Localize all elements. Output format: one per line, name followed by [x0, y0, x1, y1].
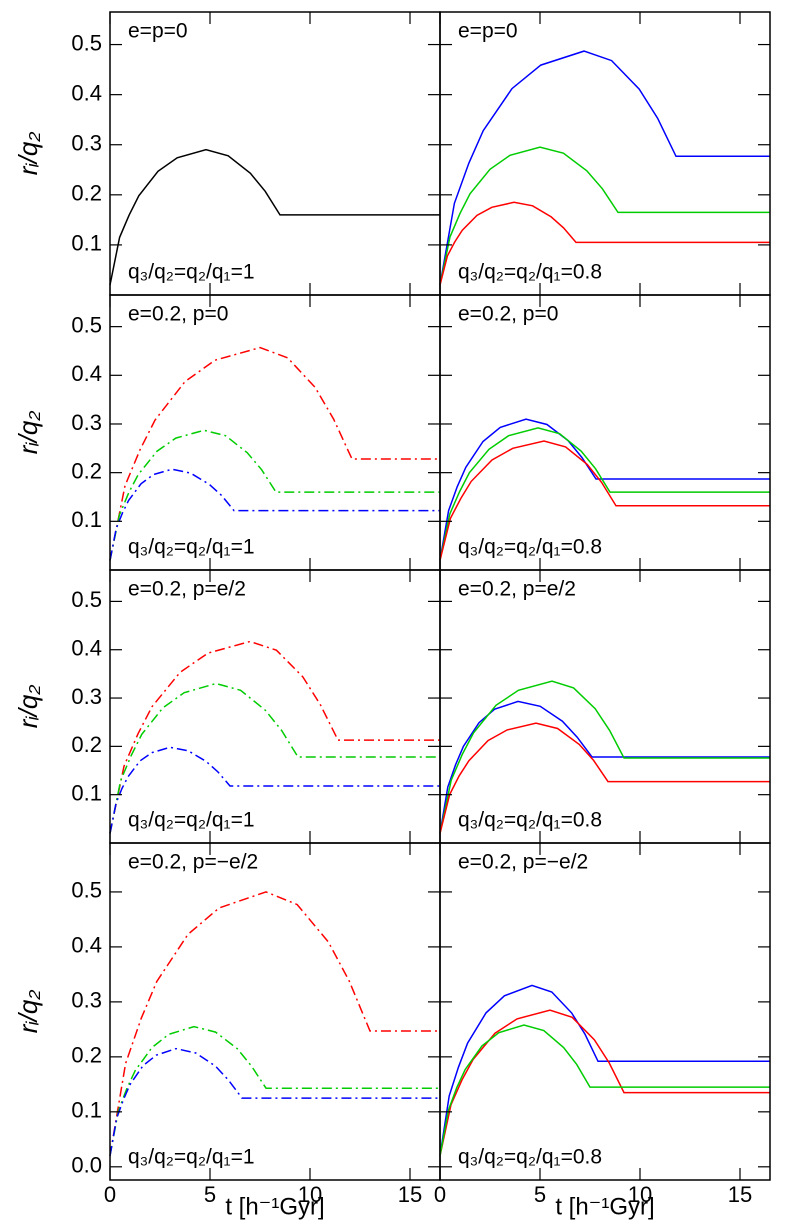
y-tick-label: 0.2 — [71, 732, 102, 757]
curve — [439, 146, 770, 286]
y-tick-label: 0.4 — [71, 80, 102, 105]
panel-annotation: e=0.2, p=0 — [128, 303, 228, 326]
curve — [109, 746, 440, 834]
panel-frame — [109, 842, 441, 1181]
x-tick-label: 5 — [204, 1182, 216, 1207]
x-tick-label: 15 — [398, 1182, 422, 1207]
panel-frame — [439, 294, 771, 571]
panel-annotation: q₃/q₂=q₂/q₁=0.8 — [458, 1146, 602, 1169]
curve — [439, 722, 770, 834]
panel-annotation: e=0.2, p=e/2 — [458, 578, 576, 601]
y-tick-label: 0.4 — [71, 636, 102, 661]
y-axis-label: rᵢ/q₂ — [13, 132, 43, 176]
curve — [109, 429, 440, 561]
panel-annotation: q₃/q₂=q₂/q₁=1 — [128, 809, 255, 832]
y-tick-label: 0.1 — [71, 1098, 102, 1123]
curve — [439, 201, 770, 286]
y-tick-label: 0.3 — [71, 410, 102, 435]
y-axis-label: rᵢ/q₂ — [13, 411, 43, 455]
panel-frame — [439, 569, 771, 844]
y-tick-label: 0.5 — [71, 878, 102, 903]
panel-frame — [109, 569, 441, 844]
panel-annotation: q₃/q₂=q₂/q₁=1 — [128, 536, 255, 559]
y-tick-label: 0.2 — [71, 1043, 102, 1068]
curve — [109, 891, 440, 1156]
panel-annotation: e=0.2, p=−e/2 — [458, 851, 588, 874]
y-tick-label: 0.5 — [71, 587, 102, 612]
curve — [439, 440, 770, 561]
y-tick-label: 0.5 — [71, 312, 102, 337]
curve — [439, 1009, 770, 1156]
panel-annotation: q₃/q₂=q₂/q₁=0.8 — [458, 809, 602, 832]
curve — [439, 680, 770, 834]
panel-frame — [439, 842, 771, 1181]
curve — [439, 427, 770, 561]
panel-annotation: e=0.2, p=−e/2 — [128, 851, 258, 874]
y-tick-label: 0.3 — [71, 131, 102, 156]
panel-annotation: e=p=0 — [128, 20, 188, 43]
x-tick-label: 15 — [728, 1182, 752, 1207]
curve — [109, 640, 440, 834]
curve — [109, 148, 440, 286]
y-tick-label: 0.3 — [71, 988, 102, 1013]
panel-frame — [109, 11, 441, 296]
y-tick-label: 0.1 — [71, 231, 102, 256]
panel-annotation: q₃/q₂=q₂/q₁=1 — [128, 1146, 255, 1169]
y-tick-label: 0.2 — [71, 458, 102, 483]
curve — [439, 1024, 770, 1156]
panel-annotation: q₃/q₂=q₂/q₁=0.8 — [458, 261, 602, 284]
x-tick-label: 10 — [628, 1182, 652, 1207]
curve — [109, 1025, 440, 1156]
y-tick-label: 0.4 — [71, 933, 102, 958]
y-tick-label: 0.1 — [71, 780, 102, 805]
panel-annotation: q₃/q₂=q₂/q₁=1 — [128, 261, 255, 284]
y-tick-label: 0.4 — [71, 361, 102, 386]
panel-frame — [439, 11, 771, 296]
curve — [439, 50, 770, 286]
curve — [109, 682, 440, 834]
y-tick-label: 0.5 — [71, 30, 102, 55]
x-tick-label: 10 — [298, 1182, 322, 1207]
curve — [109, 1047, 440, 1156]
y-tick-label: 0.0 — [71, 1153, 102, 1178]
curve — [439, 984, 770, 1156]
panel-annotation: e=0.2, p=e/2 — [128, 578, 246, 601]
panel-frame — [109, 294, 441, 571]
y-tick-label: 0.1 — [71, 507, 102, 532]
curve — [439, 700, 770, 834]
y-axis-label: rᵢ/q₂ — [13, 685, 43, 729]
x-tick-label: 5 — [534, 1182, 546, 1207]
y-tick-label: 0.3 — [71, 684, 102, 709]
panel-annotation: e=0.2, p=0 — [458, 303, 558, 326]
x-axis-label: t [h⁻¹Gyr] — [555, 1193, 654, 1220]
panel-annotation: q₃/q₂=q₂/q₁=0.8 — [458, 536, 602, 559]
y-tick-label: 0.2 — [71, 181, 102, 206]
curve — [109, 346, 440, 561]
x-tick-label: 0 — [104, 1182, 116, 1207]
x-tick-label: 0 — [434, 1182, 446, 1207]
panel-annotation: e=p=0 — [458, 20, 518, 43]
y-axis-label: rᵢ/q₂ — [13, 990, 43, 1034]
x-axis-label: t [h⁻¹Gyr] — [225, 1193, 324, 1220]
curve — [109, 468, 440, 561]
